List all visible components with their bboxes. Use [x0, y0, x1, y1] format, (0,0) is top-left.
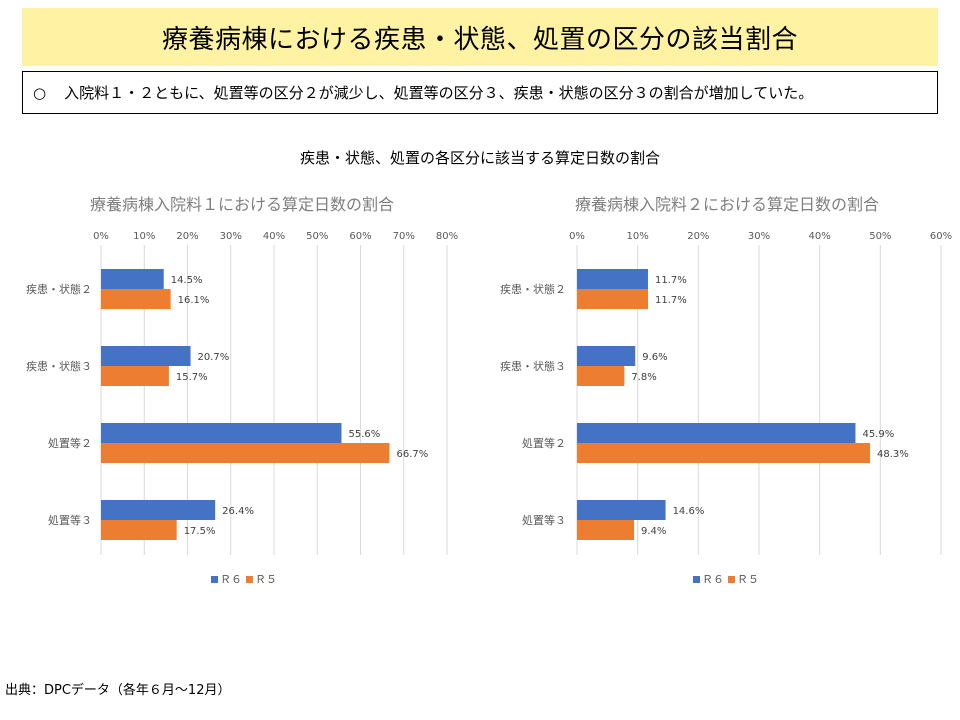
tick-label: 40%	[263, 231, 285, 242]
data-label: 48.3%	[877, 449, 909, 460]
legend-label: Ｒ５	[737, 573, 759, 586]
category-label: 処置等３	[522, 513, 566, 527]
data-label: 15.7%	[176, 372, 208, 383]
legend-label: Ｒ５	[255, 573, 277, 586]
data-label: 55.6%	[348, 429, 380, 440]
data-label: 11.7%	[655, 295, 687, 306]
bar-r5	[101, 366, 169, 386]
category-label: 処置等３	[48, 513, 92, 527]
title-banner: 療養病棟における疾患・状態、処置の区分の該当割合	[22, 8, 938, 66]
data-label: 45.9%	[862, 429, 894, 440]
bar-r5	[577, 520, 635, 540]
tick-label: 0%	[93, 231, 109, 242]
category-label: 疾患・状態３	[500, 359, 566, 373]
legend-label: Ｒ６	[702, 573, 724, 586]
tick-label: 70%	[393, 231, 415, 242]
legend-swatch	[693, 576, 700, 583]
bar-r6	[577, 269, 648, 289]
bullet-circle-icon: ○	[33, 83, 47, 102]
bar-r5	[101, 520, 177, 540]
data-label: 9.6%	[642, 352, 667, 363]
data-label: 66.7%	[396, 449, 428, 460]
data-label: 20.7%	[198, 352, 230, 363]
data-label: 11.7%	[655, 275, 687, 286]
category-label: 処置等２	[522, 436, 566, 450]
chart-nyuinryo-2: 療養病棟入院料２における算定日数の割合 0% 10% 20% 30% 40% 50% 60% 疾…	[500, 195, 952, 586]
legend-label: Ｒ６	[220, 573, 242, 586]
bar-r6	[101, 500, 216, 520]
chart-nyuinryo-1: 療養病棟入院料１における算定日数の割合 0% 10% 20% 30% 40% 50% 60% 7…	[26, 195, 458, 586]
data-label: 16.1%	[178, 295, 210, 306]
tick-label: 80%	[436, 231, 458, 242]
summary-text: 入院料１・２ともに、処置等の区分２が減少し、処置等の区分３、疾患・状態の区分３の…	[64, 84, 814, 102]
tick-label: 20%	[687, 231, 709, 242]
tick-label: 30%	[220, 231, 242, 242]
bar-r5	[577, 366, 625, 386]
tick-label: 60%	[930, 231, 952, 242]
tick-label: 60%	[349, 231, 371, 242]
chart-title: 療養病棟入院料２における算定日数の割合	[575, 195, 879, 214]
bar-r6	[577, 346, 636, 366]
bar-r6	[577, 423, 856, 443]
data-label: 17.5%	[184, 526, 216, 537]
summary-box: ○ 入院料１・２ともに、処置等の区分２が減少し、処置等の区分３、疾患・状態の区分…	[22, 71, 938, 114]
data-label: 26.4%	[222, 506, 254, 517]
category-label: 疾患・状態３	[26, 359, 92, 373]
bar-r5	[101, 443, 390, 463]
data-label: 7.8%	[631, 372, 656, 383]
tick-label: 50%	[869, 231, 891, 242]
data-label: 14.5%	[171, 275, 203, 286]
legend-swatch	[246, 576, 253, 583]
tick-label: 40%	[809, 231, 831, 242]
bar-r6	[101, 269, 164, 289]
legend-swatch	[728, 576, 735, 583]
category-label: 疾患・状態２	[26, 282, 92, 296]
tick-label: 20%	[176, 231, 198, 242]
bar-r6	[101, 346, 191, 366]
tick-label: 30%	[748, 231, 770, 242]
bar-r5	[577, 443, 871, 463]
section-title: 疾患・状態、処置の各区分に該当する算定日数の割合	[299, 149, 660, 167]
category-label: 処置等２	[48, 436, 92, 450]
category-label: 疾患・状態２	[500, 282, 566, 296]
page-title: 療養病棟における疾患・状態、処置の区分の該当割合	[161, 24, 798, 55]
bar-r5	[101, 289, 171, 309]
tick-label: 10%	[133, 231, 155, 242]
data-label: 14.6%	[673, 506, 705, 517]
chart-title: 療養病棟入院料１における算定日数の割合	[90, 195, 394, 214]
tick-label: 50%	[306, 231, 328, 242]
tick-label: 10%	[627, 231, 649, 242]
bar-r6	[101, 423, 342, 443]
source-note: 出典：DPCデータ（各年６月～12月）	[5, 683, 231, 698]
data-label: 9.4%	[641, 526, 666, 537]
bar-r5	[577, 289, 648, 309]
legend-swatch	[211, 576, 218, 583]
bar-r6	[577, 500, 666, 520]
tick-label: 0%	[569, 231, 585, 242]
